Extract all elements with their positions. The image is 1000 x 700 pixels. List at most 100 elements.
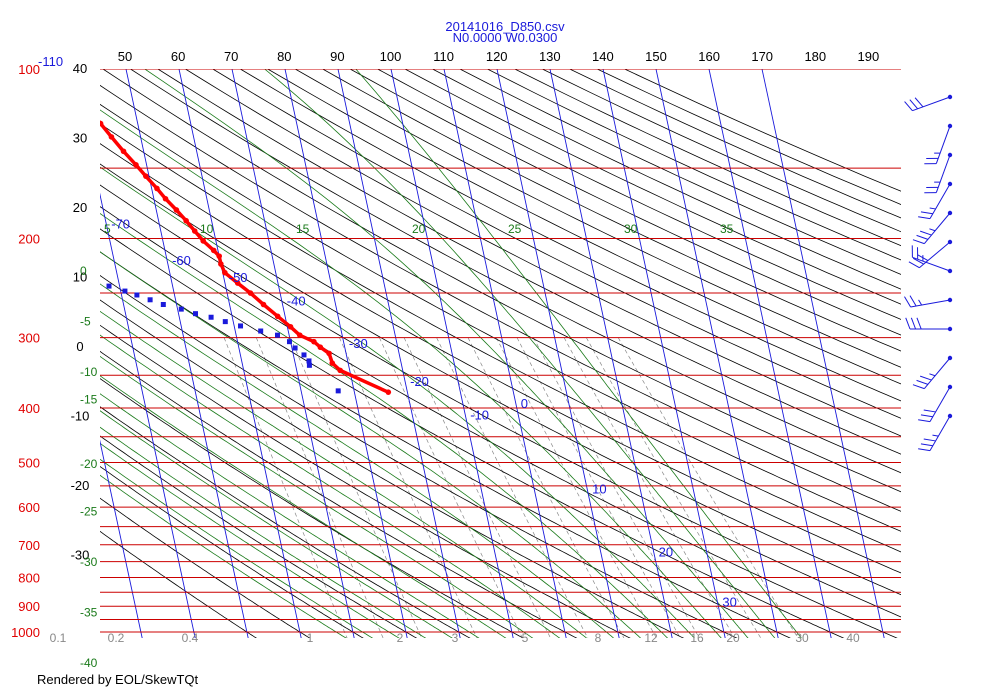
mixing-ratio-label: 0.2 <box>108 631 125 645</box>
pressure-label: 200 <box>18 231 40 246</box>
isotherm-label: -30 <box>349 336 368 351</box>
pressure-label: 800 <box>18 570 40 585</box>
temperature-point <box>77 94 83 100</box>
moist-adiabat-line <box>100 474 347 638</box>
pressure-label: 500 <box>18 456 40 471</box>
dry-adiabat-line <box>100 378 524 638</box>
moist-adiabat-line <box>100 442 400 638</box>
dewpoint-point <box>37 255 42 260</box>
dry-adiabat-line <box>459 69 901 275</box>
pressure-label: 300 <box>18 331 40 346</box>
temperature-point <box>86 107 92 113</box>
dewpoint-point <box>43 257 48 262</box>
dewpoint-point <box>106 283 112 289</box>
mixing-ratio-line <box>467 337 625 638</box>
top-axis-tick: 180 <box>804 49 826 64</box>
isotherm-line <box>231 69 355 638</box>
wind-barb <box>924 123 953 165</box>
dry-adiabat-line <box>267 69 901 385</box>
wind-barbs <box>904 94 953 452</box>
dry-adiabat-line <box>322 69 901 352</box>
wind-barb-staff <box>929 386 951 422</box>
wind-barb-feather <box>912 257 924 265</box>
dewpoint-point <box>306 358 312 364</box>
mixing-ratio-line <box>563 337 736 638</box>
dry-adiabat-line <box>349 69 901 336</box>
dewpoint-point <box>306 362 312 368</box>
wind-barb-staff <box>919 241 951 269</box>
dry-adiabat-line <box>100 251 791 638</box>
mixing-ratio-label: 0.4 <box>182 631 199 645</box>
dry-adiabat-line <box>100 206 898 638</box>
wind-barb-feather <box>912 384 925 390</box>
mixing-ratio-line <box>339 337 478 638</box>
temperature-point <box>337 367 343 374</box>
top-axis-tick: 120 <box>486 49 508 64</box>
sounding-data <box>0 94 392 395</box>
isotherm-label: 20 <box>659 544 673 559</box>
top-axis-tick: 60 <box>171 49 185 64</box>
temperature-point <box>247 290 254 296</box>
temperature-point <box>162 195 169 202</box>
footer-credit: Rendered by EOL/SkewTQt <box>37 672 199 687</box>
dry-adiabat-line <box>130 69 901 474</box>
wind-barb-feather <box>905 317 911 330</box>
moist-adiabat-top-label: 25 <box>508 222 522 236</box>
dewpoint-point <box>147 297 153 303</box>
chart-subtitle: N0.0000 W0.0300 <box>453 30 558 45</box>
mixing-ratio-line <box>495 337 657 638</box>
wind-barb-staff <box>923 212 951 244</box>
top-axis-tick: 150 <box>645 49 667 64</box>
mixing-ratio-line <box>223 337 348 638</box>
wind-barb-feather <box>923 409 936 413</box>
moist-adiabat-left-label: -35 <box>80 606 98 620</box>
left-scale-label: 30 <box>73 131 87 146</box>
wind-barb-feather <box>929 228 936 232</box>
isotherm-line <box>390 69 514 638</box>
dry-adiabat-line <box>100 324 631 638</box>
temperature-point <box>385 389 392 395</box>
wind-barb-feather <box>919 375 932 381</box>
dry-adiabat-line <box>404 69 901 305</box>
mixing-ratio-label: 12 <box>644 631 658 645</box>
wind-barb <box>904 295 953 308</box>
temperature-point <box>120 148 127 155</box>
moist-adiabat-line <box>100 310 588 638</box>
temperature-point <box>234 280 241 286</box>
top-axis-tick: 80 <box>277 49 291 64</box>
dewpoint-point <box>0 241 1 246</box>
dry-adiabat-line <box>487 69 901 261</box>
moist-adiabat-left-label: -25 <box>80 505 98 519</box>
pressure-label: 900 <box>18 599 40 614</box>
pressure-label: 400 <box>18 401 40 416</box>
mixing-ratio-label: 40 <box>846 631 860 645</box>
wind-barb <box>918 384 953 423</box>
moist-adiabat-top-label: 20 <box>412 222 426 236</box>
wind-barb-feather <box>929 373 936 377</box>
isotherm-label: -70 <box>111 216 130 231</box>
wind-barb-staff <box>912 256 951 272</box>
temperature-point <box>133 162 139 168</box>
mixing-ratio-label: 5 <box>522 631 529 645</box>
isotherm-line <box>0 69 37 644</box>
dewpoint-point <box>258 328 264 334</box>
wind-barb-feather <box>904 101 913 112</box>
temperature-point <box>274 313 281 320</box>
pressure-label: 1000 <box>11 625 40 640</box>
dewpoint-point <box>208 314 214 320</box>
top-axis-labels: 50 60 70 80 90 100 110 120 130 140 150 160 170 180 190 <box>118 49 879 64</box>
dry-adiabat-line <box>100 299 685 638</box>
mixing-ratio-line <box>255 337 384 638</box>
dry-adiabat-line <box>295 69 901 368</box>
isotherm-line <box>337 69 461 638</box>
wind-barb-feather <box>908 261 920 269</box>
left-scale-label: 20 <box>73 200 87 215</box>
dry-adiabat-line <box>100 103 901 532</box>
isotherm-label: 0 <box>521 396 528 411</box>
isotherm-line <box>443 69 567 638</box>
mixing-ratio-label: 30 <box>795 631 809 645</box>
moist-adiabat-left-label: -40 <box>80 656 98 670</box>
moist-adiabat-top-label: 35 <box>720 222 734 236</box>
temperature-point <box>154 185 160 192</box>
left-scale-label: 10 <box>73 270 87 285</box>
